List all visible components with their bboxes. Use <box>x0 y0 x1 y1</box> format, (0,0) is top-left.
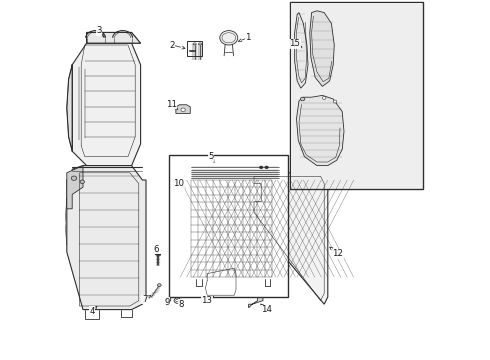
Ellipse shape <box>167 298 170 301</box>
Text: 5: 5 <box>208 152 214 161</box>
Ellipse shape <box>157 284 161 287</box>
Bar <box>290 2 423 189</box>
Polygon shape <box>67 65 72 151</box>
Bar <box>170 155 288 297</box>
Polygon shape <box>72 43 141 166</box>
Polygon shape <box>67 166 83 209</box>
Ellipse shape <box>72 176 77 180</box>
Polygon shape <box>176 105 190 113</box>
Bar <box>187 41 202 56</box>
Text: 7: 7 <box>142 295 147 304</box>
Text: 4: 4 <box>89 307 95 316</box>
Ellipse shape <box>198 43 201 45</box>
Polygon shape <box>296 95 344 166</box>
Ellipse shape <box>333 100 337 103</box>
Ellipse shape <box>166 297 171 302</box>
Text: 15: 15 <box>289 40 300 49</box>
Ellipse shape <box>265 166 269 169</box>
Ellipse shape <box>193 43 196 45</box>
Polygon shape <box>178 173 279 279</box>
Bar <box>291 3 422 188</box>
Ellipse shape <box>259 166 263 169</box>
Text: 2: 2 <box>170 40 175 49</box>
Text: 13: 13 <box>201 296 212 305</box>
Ellipse shape <box>80 180 84 184</box>
Ellipse shape <box>322 96 326 99</box>
Polygon shape <box>310 11 334 86</box>
Polygon shape <box>248 297 263 308</box>
Polygon shape <box>191 166 279 180</box>
Polygon shape <box>178 173 186 180</box>
Text: 11: 11 <box>166 100 177 109</box>
Ellipse shape <box>176 300 179 302</box>
Polygon shape <box>204 266 238 297</box>
Ellipse shape <box>300 97 305 101</box>
Text: 10: 10 <box>173 179 184 188</box>
Text: 3: 3 <box>97 26 102 35</box>
Polygon shape <box>294 13 308 88</box>
Polygon shape <box>87 32 141 43</box>
Ellipse shape <box>220 31 238 45</box>
Text: 9: 9 <box>165 298 170 307</box>
Polygon shape <box>250 173 328 304</box>
Text: 6: 6 <box>154 245 159 253</box>
Ellipse shape <box>174 298 180 303</box>
Text: 12: 12 <box>332 249 343 258</box>
Text: 1: 1 <box>245 33 250 42</box>
Polygon shape <box>67 166 146 310</box>
Ellipse shape <box>181 108 185 112</box>
Text: 8: 8 <box>178 300 184 309</box>
Text: 14: 14 <box>261 305 272 314</box>
